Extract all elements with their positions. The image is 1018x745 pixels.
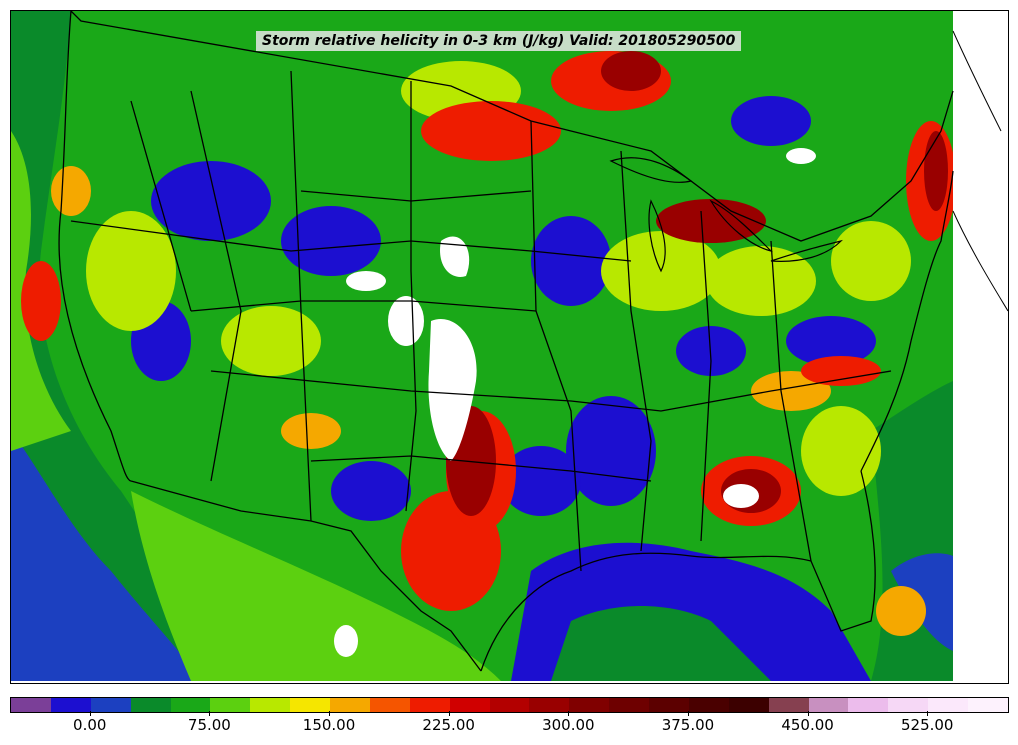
colorbar-segment [290,698,330,712]
colorbar-segment [609,698,649,712]
colorbar-tick-mark [807,711,809,716]
colorbar-tick-mark [89,711,91,716]
colorbar-segment [569,698,610,712]
colorbar-segment [928,698,968,712]
colorbar-tick-mark [329,711,331,716]
colorbar-segment [888,698,929,712]
colorbar-segment [968,698,1008,712]
colorbar-tick-label: 150.00 [302,716,356,734]
gulf-green [551,606,771,681]
canada-coast [952,30,1008,312]
colorbar-tick-mark [927,711,929,716]
colorbar-segment [529,698,570,712]
colorbar-segment [170,698,211,712]
great-lakes [609,157,843,273]
colorbar-segment [848,698,889,712]
colorbar-segment [768,698,809,712]
outside-domain [953,11,1008,683]
colorbar-tick-label: 225.00 [422,716,475,734]
colorbar-segment [210,698,251,712]
colorbar-segment [369,698,410,712]
map-title: Storm relative helicity in 0-3 km (J/kg)… [256,31,742,51]
pacific-ocean [11,11,241,681]
colorbar-segment [489,698,530,712]
colorbar-tick-label: 450.00 [781,716,834,734]
mexico-region [131,491,501,681]
elevated-helicity-patches [51,166,926,636]
pacific-band [11,131,71,451]
colorbar-tick-mark [209,711,211,716]
colorbar-segment [688,698,729,712]
colorbar-tick-label: 300.00 [542,716,595,734]
colorbar-tick-mark [448,711,450,716]
low-helicity-patches [131,96,876,521]
colorbar-ticks: 0.00 75.00 150.00 225.00 300.00 375.00 450.00 5… [10,711,1007,741]
colorbar [10,697,1009,713]
colorbar-segment [728,698,769,712]
colorbar-segment [50,698,91,712]
colorbar-tick-label: 525.00 [900,716,954,734]
map-panel: Storm relative helicity in 0-3 km (J/kg)… [10,10,1009,684]
extreme-helicity-patches [334,148,816,657]
colorbar-segment [330,698,370,712]
colorbar-segment [808,698,849,712]
pacific-low-helicity [11,431,201,681]
colorbar-segment [130,698,171,712]
state-boundaries [58,11,954,672]
colorbar-tick-label: 0.00 [73,716,107,734]
moderate-helicity-patches [86,61,911,496]
colorbar-segment [449,698,490,712]
field-layer [11,11,953,681]
colorbar-segment [409,698,450,712]
colorbar-segment [90,698,131,712]
colorbar-segment [250,698,291,712]
colorbar-segment [649,698,689,712]
colorbar-tick-label: 375.00 [661,716,715,734]
colorbar-segment [11,698,51,712]
colorbar-tick-mark [568,711,570,716]
colorbar-tick-mark [687,711,689,716]
helicity-map [11,11,1008,683]
colorbar-tick-label: 75.00 [187,716,231,734]
